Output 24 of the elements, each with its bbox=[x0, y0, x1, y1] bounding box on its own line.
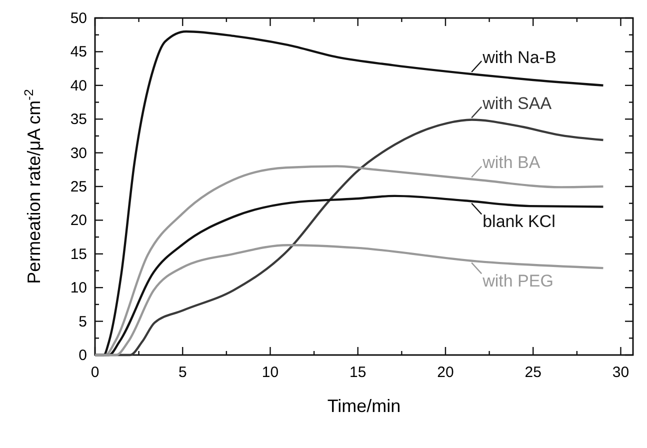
y-tick-label: 30 bbox=[70, 144, 87, 162]
y-tick-label: 0 bbox=[78, 347, 87, 364]
x-tick-label: 5 bbox=[178, 364, 187, 381]
legend-label: with SAA bbox=[482, 94, 552, 113]
x-tick-label: 10 bbox=[262, 364, 279, 381]
series-label: blank KCl bbox=[482, 212, 556, 232]
y-tick-label: 25 bbox=[70, 178, 87, 196]
x-tick-label: 25 bbox=[524, 364, 542, 381]
y-tick-label: 15 bbox=[70, 246, 87, 263]
x-tick-label: 20 bbox=[437, 364, 454, 381]
y-tick-label: 10 bbox=[70, 280, 87, 297]
y-tick-label: 40 bbox=[70, 77, 87, 94]
legend-label: with BA bbox=[482, 153, 541, 172]
series-label: with PEG bbox=[482, 272, 554, 291]
y-tick-label: 20 bbox=[70, 212, 87, 230]
y-tick-label: 50 bbox=[70, 10, 87, 27]
x-axis-title: Time/min bbox=[327, 396, 401, 416]
y-tick-label: 35 bbox=[70, 111, 87, 128]
legend-label: with Na-B bbox=[482, 48, 556, 68]
x-tick-label: 30 bbox=[612, 364, 630, 381]
y-tick-label: 5 bbox=[78, 313, 87, 330]
x-tick-label: 0 bbox=[90, 364, 100, 381]
y-tick-label: 45 bbox=[70, 44, 87, 61]
x-tick-label: 15 bbox=[350, 364, 366, 381]
